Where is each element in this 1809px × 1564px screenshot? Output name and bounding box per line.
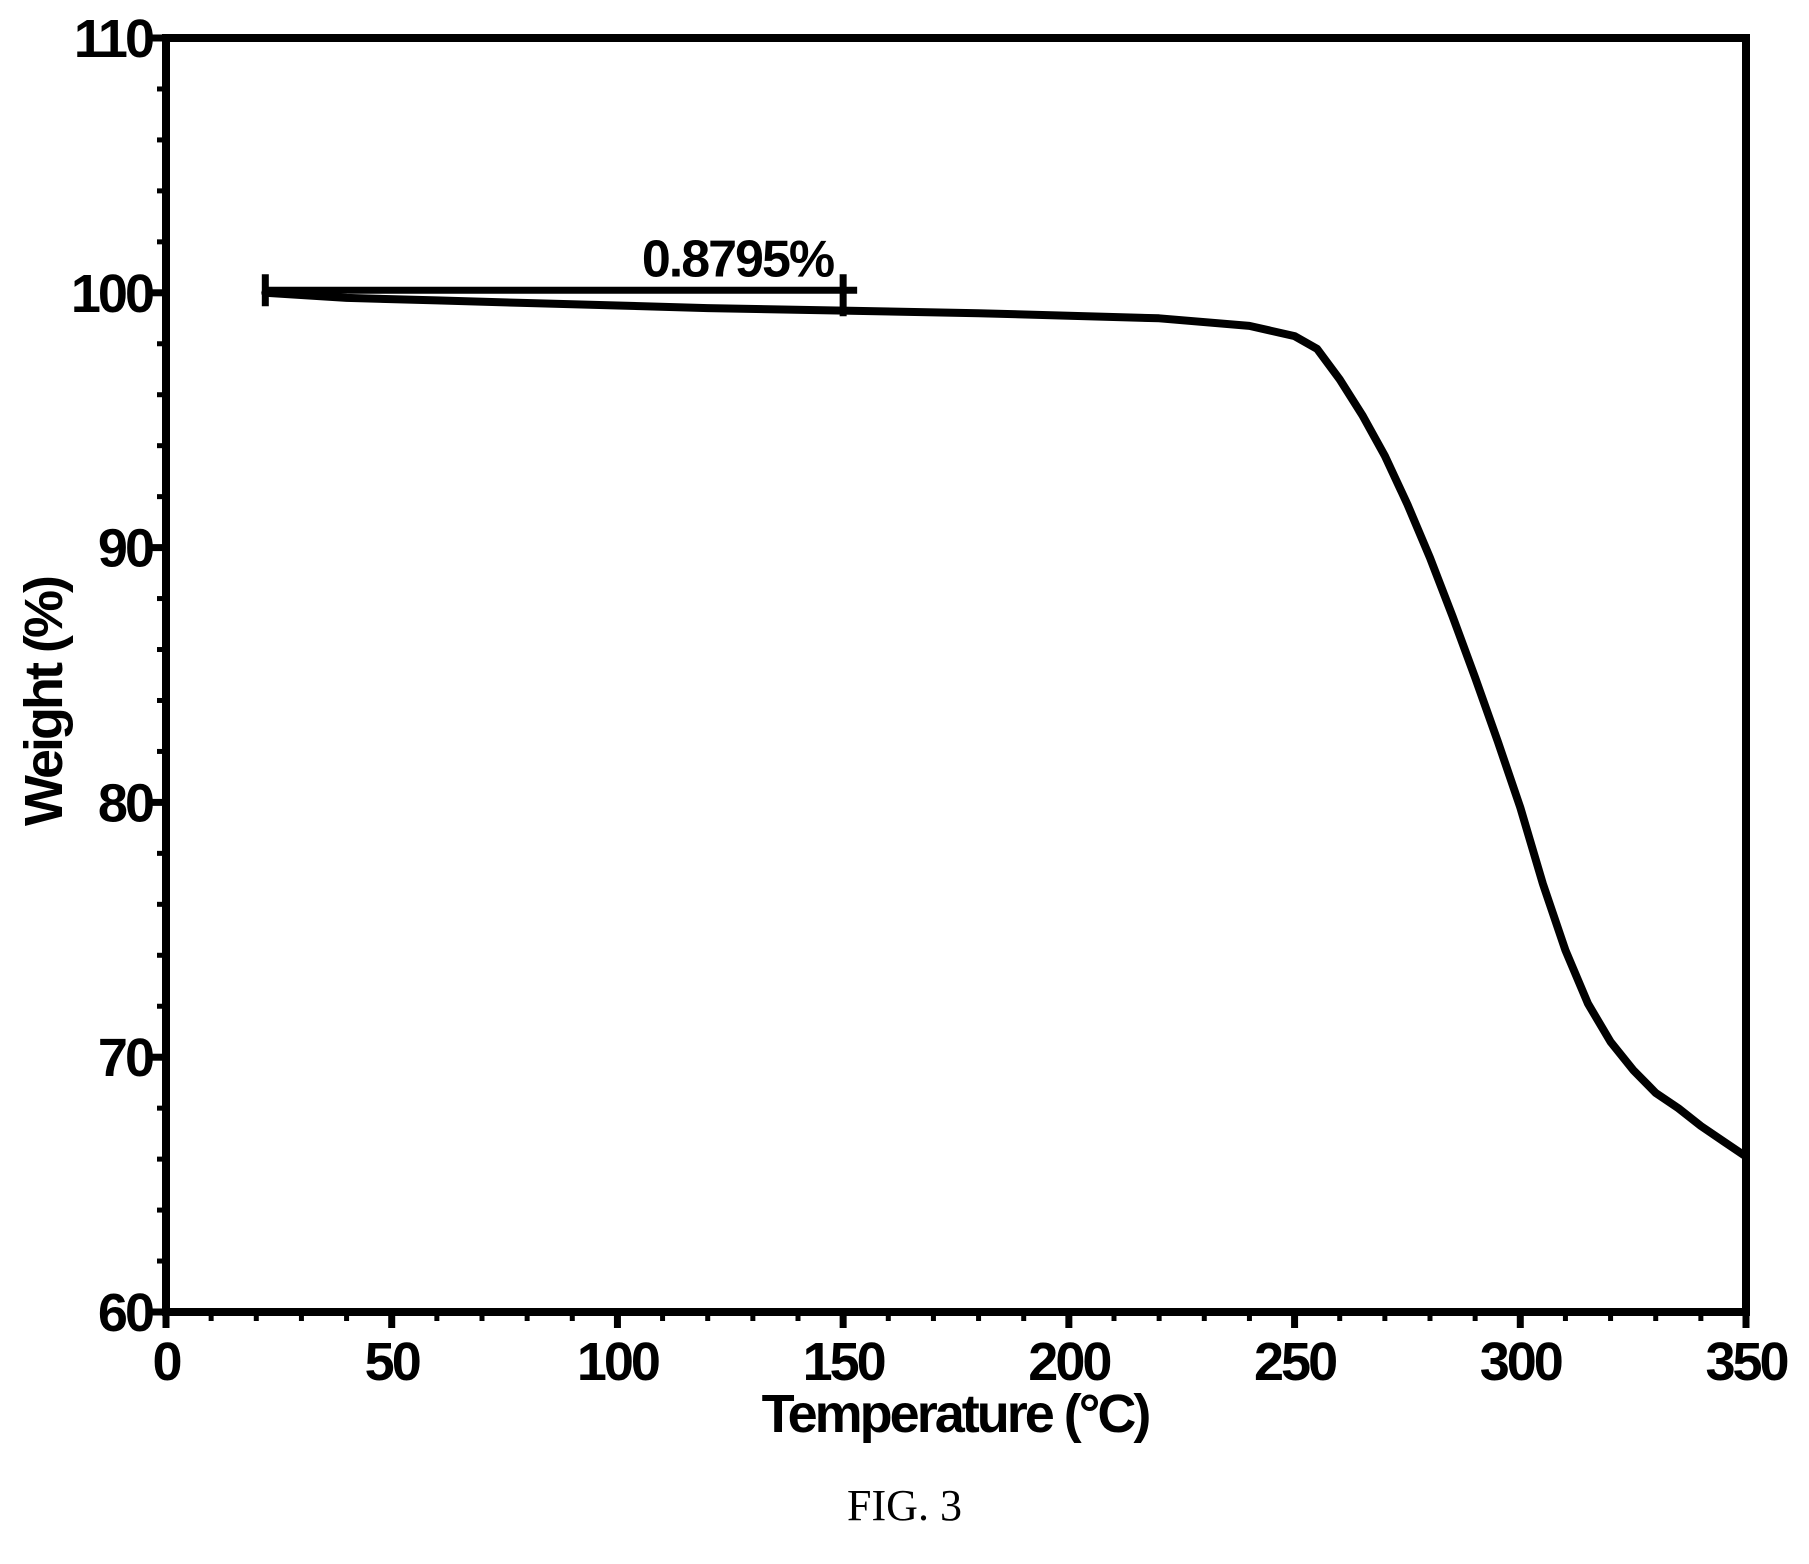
y-tick-label: 70 bbox=[98, 1028, 153, 1088]
annotation: 0.8795% bbox=[261, 230, 858, 317]
x-tick-label: 150 bbox=[803, 1332, 885, 1392]
y-tick-label: 80 bbox=[98, 773, 153, 833]
y-axis-title: Weight (%) bbox=[14, 577, 74, 826]
ticks bbox=[150, 34, 1750, 1328]
y-tick-label: 60 bbox=[98, 1283, 153, 1343]
plot-frame bbox=[162, 34, 1750, 1316]
x-axis-title: Temperature (°C) bbox=[762, 1384, 1150, 1444]
x-tick-label: 50 bbox=[365, 1332, 420, 1392]
figure-caption: FIG. 3 bbox=[847, 1481, 962, 1530]
series-line-0 bbox=[261, 288, 1750, 1161]
x-tick-label: 0 bbox=[152, 1332, 180, 1392]
axes bbox=[162, 34, 1750, 1316]
tick-labels: 0 50 100 150 200 250 300 350 60 70 80 90 100 110 bbox=[71, 9, 1791, 1392]
y-tick-label: 110 bbox=[74, 9, 153, 69]
annotation-label: 0.8795% bbox=[642, 230, 834, 288]
x-tick-label: 100 bbox=[577, 1332, 659, 1392]
y-tick-label: 100 bbox=[71, 264, 153, 324]
x-tick-label: 200 bbox=[1028, 1332, 1110, 1392]
series bbox=[261, 288, 1750, 1161]
x-tick-label: 300 bbox=[1480, 1332, 1562, 1392]
y-tick-label: 90 bbox=[98, 519, 153, 579]
x-tick-label: 350 bbox=[1705, 1332, 1787, 1392]
x-tick-label: 250 bbox=[1254, 1332, 1336, 1392]
